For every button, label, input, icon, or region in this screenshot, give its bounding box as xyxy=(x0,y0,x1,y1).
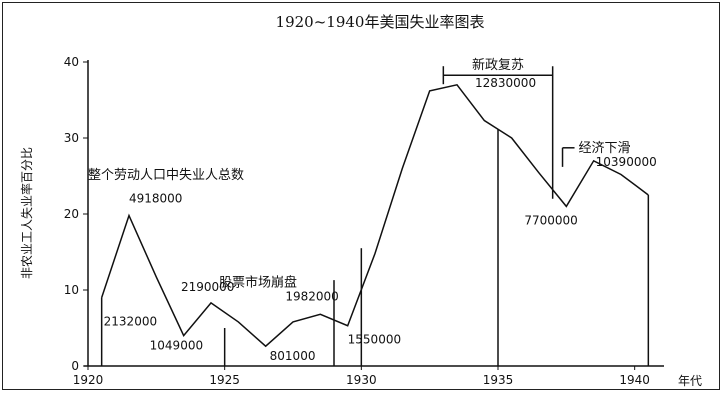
annotation-recession: 经济下滑 xyxy=(579,141,631,156)
annotation-market-crash: 股票市场崩盘 xyxy=(219,275,297,291)
data-label: 10390000 xyxy=(596,155,657,169)
data-label: 801000 xyxy=(270,349,316,363)
event-markers xyxy=(100,129,650,366)
data-label: 7700000 xyxy=(524,213,577,227)
x-tick-label: 1925 xyxy=(209,373,240,387)
x-tick-label: 1940 xyxy=(619,373,650,387)
y-tick-label: 10 xyxy=(64,283,79,297)
chart-title: 1920~1940年美国失业率图表 xyxy=(276,13,485,31)
y-axis-label: 非农业工人失业率百分比 xyxy=(19,147,34,279)
axis-ticks: 1920 1925 1930 1935 1940 0 10 20 30 40 xyxy=(64,55,650,387)
data-label: 1550000 xyxy=(348,333,401,347)
data-label: 2132000 xyxy=(104,315,157,329)
data-label: 2190000 xyxy=(181,280,234,294)
data-label: 1049000 xyxy=(150,339,203,353)
y-tick-label: 0 xyxy=(71,359,79,373)
x-tick-label: 1935 xyxy=(483,373,514,387)
data-labels: 4918000 2132000 1049000 2190000 801000 198200… xyxy=(104,76,657,363)
data-label: 1982000 xyxy=(285,289,338,303)
data-label: 12830000 xyxy=(475,76,536,90)
data-label: 4918000 xyxy=(129,192,182,206)
y-tick-label: 20 xyxy=(64,207,79,221)
x-tick-label: 1920 xyxy=(73,373,104,387)
unemployment-series-line xyxy=(100,83,649,348)
y-tick-label: 40 xyxy=(64,55,79,69)
y-tick-label: 30 xyxy=(64,131,79,145)
annotation-new-deal: 新政复苏 xyxy=(472,57,524,73)
x-axis-label: 年代 xyxy=(678,374,702,388)
series-label: 整个劳动人口中失业人总数 xyxy=(88,167,244,183)
chart-frame xyxy=(2,2,720,390)
x-tick-label: 1930 xyxy=(346,373,377,387)
